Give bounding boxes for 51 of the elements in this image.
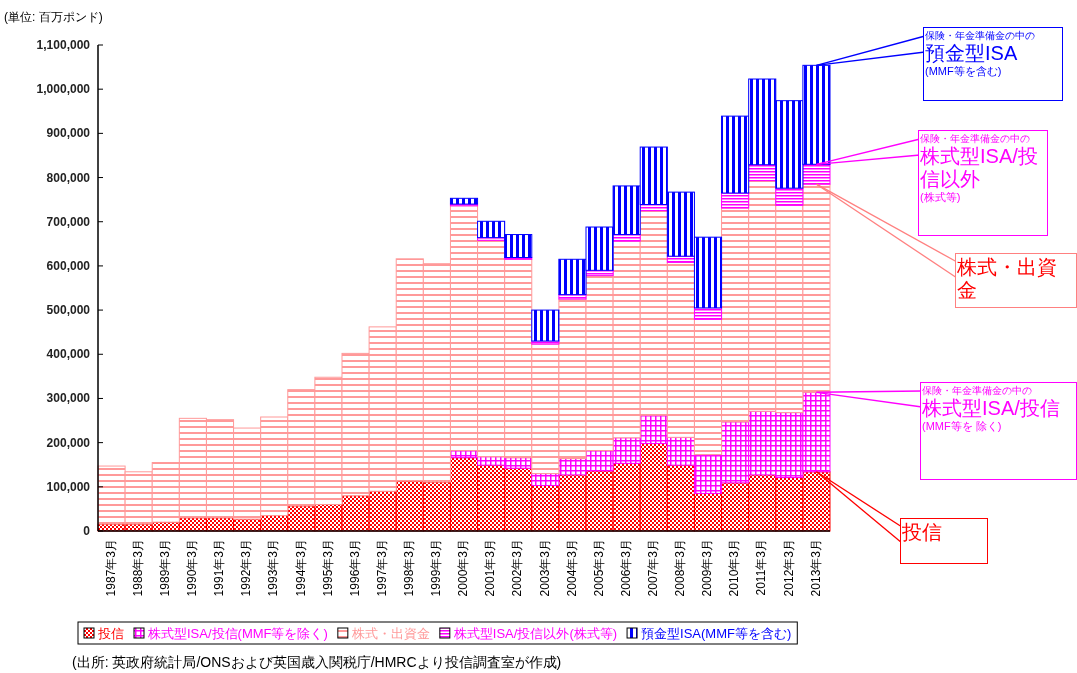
x-tick-label: 1992年3月 [239,539,254,597]
y-tick-label: 900,000 [46,126,91,141]
legend-label: 株式型ISA/投信(MMF等を除く) [147,626,328,641]
x-tick-label: 2012年3月 [781,539,796,597]
annotation: 保険・年金準備金の中の預金型ISA(MMF等を含む) [925,30,1036,78]
x-tick-label: 2008年3月 [673,539,688,597]
x-tick-label: 1998年3月 [401,539,416,597]
x-tick-label: 2005年3月 [591,539,606,597]
x-tick-label: 1988年3月 [130,539,145,597]
y-tick-label: 1,000,000 [36,82,91,97]
x-tick-label: 2011年3月 [754,539,769,596]
legend-label: 投信 [97,626,124,641]
y-tick-label: 600,000 [46,258,91,273]
x-tick-label: 1989年3月 [157,539,172,597]
x-tick-label: 2010年3月 [727,539,742,597]
x-tick-label: 2006年3月 [618,539,633,597]
annotation: 保険・年金準備金の中の株式型ISA/投信(MMF等を 除く) [922,385,1061,433]
x-tick-label: 1994年3月 [293,539,308,597]
legend-label: 株式型ISA/投信以外(株式等) [452,626,618,641]
y-tick-label: 100,000 [46,479,91,494]
text: (出所: 英政府統計局/ONSおよび英国歳入関税庁/HMRCより投信調査室が作成) [72,654,562,672]
legend-label: 預金型ISA(MMF等を含む) [641,626,792,641]
x-tick-label: 1996年3月 [347,539,362,597]
y-tick-label: 700,000 [46,214,91,229]
x-tick-label: 2004年3月 [564,539,579,597]
legend-label: 株式・出資金 [350,626,430,641]
y-tick-label: 400,000 [46,347,91,362]
x-tick-label: 2003年3月 [537,539,552,597]
y-tick-label: 500,000 [46,303,91,318]
x-tick-label: 2009年3月 [700,539,715,597]
x-tick-label: 1997年3月 [374,539,389,597]
y-axis-title: (単位: 百万ポンド) [4,10,103,24]
x-tick-label: 1993年3月 [266,539,281,597]
x-tick-label: 1990年3月 [185,539,200,597]
x-tick-label: 2002年3月 [510,539,525,597]
x-tick-label: 1999年3月 [429,539,444,597]
x-tick-label: 1987年3月 [103,539,118,597]
y-tick-label: 800,000 [46,170,91,185]
y-tick-label: 1,100,000 [36,38,91,52]
x-tick-label: 2000年3月 [456,539,471,597]
annotation: 保険・年金準備金の中の株式型ISA/投信以外(株式等) [920,133,1039,204]
annotation: 投信 [902,521,943,544]
y-tick-label: 0 [83,524,91,538]
y-tick-label: 200,000 [46,435,91,450]
annotation: 株式・出資金 [957,256,1058,302]
y-tick-label: 300,000 [46,391,91,406]
x-tick-label: 2007年3月 [645,539,660,597]
x-tick-label: 1995年3月 [320,539,335,597]
x-tick-label: 1991年3月 [212,539,227,597]
x-tick-label: 2001年3月 [483,539,498,597]
x-tick-label: 2013年3月 [808,539,823,597]
